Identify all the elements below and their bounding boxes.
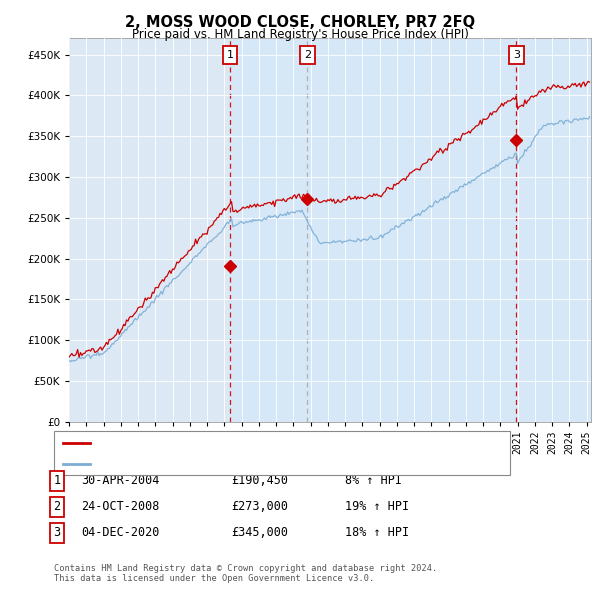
Text: 1: 1 xyxy=(53,474,61,487)
Text: Price paid vs. HM Land Registry's House Price Index (HPI): Price paid vs. HM Land Registry's House … xyxy=(131,28,469,41)
Text: 04-DEC-2020: 04-DEC-2020 xyxy=(81,526,160,539)
Text: Contains HM Land Registry data © Crown copyright and database right 2024.: Contains HM Land Registry data © Crown c… xyxy=(54,565,437,573)
Text: HPI: Average price, detached house, Chorley: HPI: Average price, detached house, Chor… xyxy=(94,459,363,469)
Bar xyxy=(516,38,591,422)
Text: 2, MOSS WOOD CLOSE, CHORLEY, PR7 2FQ (detached house): 2, MOSS WOOD CLOSE, CHORLEY, PR7 2FQ (de… xyxy=(94,438,425,448)
Text: 3: 3 xyxy=(53,526,61,539)
Text: £273,000: £273,000 xyxy=(231,500,288,513)
Text: £345,000: £345,000 xyxy=(231,526,288,539)
Bar xyxy=(230,38,307,422)
Text: 2: 2 xyxy=(304,50,311,60)
Text: 30-APR-2004: 30-APR-2004 xyxy=(81,474,160,487)
Text: 24-OCT-2008: 24-OCT-2008 xyxy=(81,500,160,513)
Text: £190,450: £190,450 xyxy=(231,474,288,487)
Text: 8% ↑ HPI: 8% ↑ HPI xyxy=(345,474,402,487)
Text: 18% ↑ HPI: 18% ↑ HPI xyxy=(345,526,409,539)
Text: 2, MOSS WOOD CLOSE, CHORLEY, PR7 2FQ: 2, MOSS WOOD CLOSE, CHORLEY, PR7 2FQ xyxy=(125,15,475,30)
Bar xyxy=(307,38,516,422)
Text: This data is licensed under the Open Government Licence v3.0.: This data is licensed under the Open Gov… xyxy=(54,574,374,583)
Text: 3: 3 xyxy=(513,50,520,60)
Text: 19% ↑ HPI: 19% ↑ HPI xyxy=(345,500,409,513)
Text: 1: 1 xyxy=(227,50,233,60)
Text: 2: 2 xyxy=(53,500,61,513)
